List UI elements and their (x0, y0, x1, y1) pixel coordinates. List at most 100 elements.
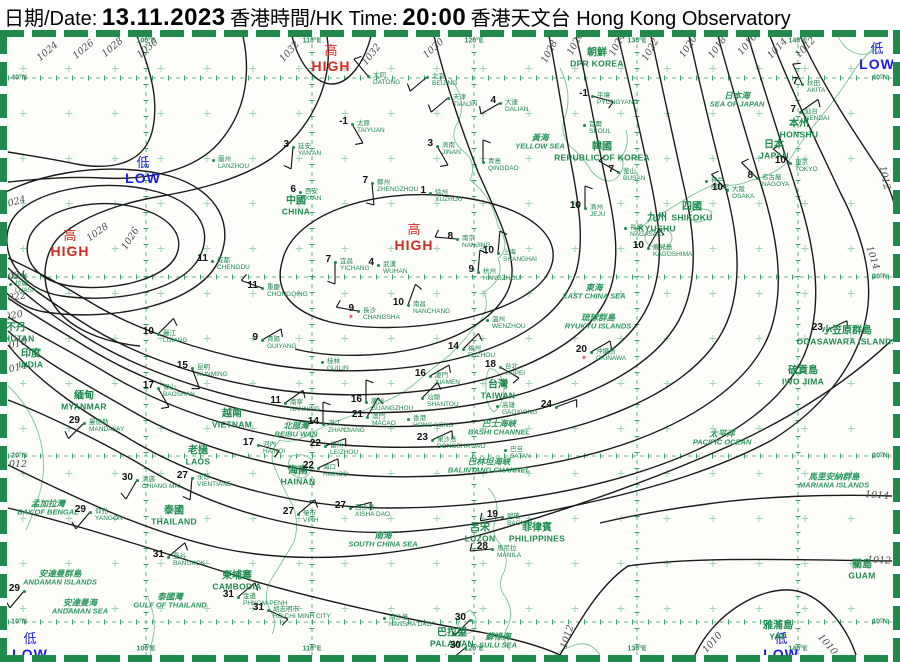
station-temp: 9 (252, 332, 258, 343)
region-label: 韓國 REPUBLIC OF KOREA (554, 142, 650, 161)
label-text: 韓國 (592, 141, 612, 153)
station-name: 碧瑤 BAGUIO (507, 513, 533, 528)
station-temp: 29 (74, 504, 86, 515)
sea-label: 黃海 YELLOW SEA (515, 133, 565, 151)
station-dot-icon (616, 170, 620, 174)
label-text: 低 (136, 155, 150, 171)
station-temp: 14 (307, 416, 319, 427)
station-dot-icon (496, 251, 500, 255)
station-name: 溫州 WENZHOU (492, 316, 526, 331)
station-temp: 10 (569, 200, 581, 211)
sea-label: 東海 EAST CHINA SEA (562, 283, 625, 301)
station-dot-icon (135, 478, 139, 482)
label-text: 安達曼海 (62, 597, 97, 608)
station-name: 雷州 LEIZHOU (330, 442, 359, 457)
label-text: 緬甸 (74, 390, 94, 402)
label-text: 雅浦島 (763, 620, 793, 632)
label-text: 南海 (374, 530, 392, 541)
region-label: 日本 JAPAN (759, 140, 789, 159)
label-text: LAOS (185, 455, 211, 466)
station-dot-icon (156, 332, 160, 336)
station-dot-icon (725, 188, 729, 192)
station-temp: 10 (392, 297, 404, 308)
weather-map: 100°E 100°E 110°E 110°E 120°E 120°E 130°E 130°E… (0, 30, 900, 662)
parallel-label: 30°N (872, 273, 888, 281)
chart-header: 日期/Date: 13.11.2023 香港時間/HK Time: 20:00 … (0, 0, 900, 32)
station-temp: 20 (575, 344, 587, 355)
label-text: PALAWAN (430, 637, 474, 648)
label-text: REPUBLIC OF KOREA (554, 151, 650, 162)
station-dot-icon (590, 94, 594, 98)
station-name: 海口 HAIKOU (323, 464, 348, 479)
station-temp: 7 (608, 164, 614, 175)
station-temp: 3 (427, 138, 433, 149)
station-dot-icon (333, 260, 337, 264)
label-text: 呂宋 (470, 522, 490, 534)
parallel-label: 30°N (11, 273, 27, 281)
station-temp: 27 (334, 500, 346, 511)
label-text: SULU SEA (479, 640, 517, 650)
station-dot-icon (365, 415, 369, 419)
station-dot-icon (323, 444, 327, 448)
label-text: 越南 (221, 408, 242, 420)
station-dot-icon (348, 506, 352, 510)
station-dot-icon (376, 263, 380, 267)
region-label: 老撾 LAOS (186, 446, 211, 465)
label-text: BALINTANG CHANNEL (447, 465, 531, 475)
station-dot-icon (364, 400, 368, 404)
station-dot-icon (430, 438, 434, 442)
station-name: 榮市 VINH (303, 510, 319, 525)
isobar-label: 1012 (2, 459, 28, 471)
region-label: 越南 VIETNAM (212, 409, 252, 428)
isobar-label: 1014 (864, 489, 890, 502)
sea-label: 北部灣 BEIBU WAN (275, 421, 318, 439)
label-text: SOUTH CHINA SEA (348, 539, 418, 549)
station-name: 香港 HONG KONG (413, 415, 454, 430)
label-text: 巴拉望 (436, 627, 467, 639)
observatory-title: 香港天文台 Hong Kong Observatory (470, 8, 791, 30)
parallel-label: 10°N (11, 618, 27, 626)
station-temp: 11 (247, 280, 258, 291)
station-name: 天津 TIANJIN (453, 94, 478, 109)
high-pressure-label: 高 HIGH (312, 45, 351, 73)
station-temp: 18 (484, 359, 496, 370)
label-text: VIETNAM (211, 418, 253, 429)
label-text: 柬埔寨 (222, 570, 252, 582)
label-text: THAILAND (151, 515, 197, 526)
station-temp: 30 (121, 472, 133, 483)
station-name: 保山 BAOSHAN (163, 384, 195, 399)
station-temp: 11 (270, 395, 281, 406)
station-dot-icon (623, 226, 627, 230)
region-label: 不丹 BHUTAN (0, 323, 35, 342)
label-text: 日本 (764, 139, 784, 151)
station-temp: 7 (790, 104, 796, 115)
station-dot-icon (8, 282, 12, 286)
label-text: 不丹 (6, 322, 26, 334)
label-text: PACIFIC OCEAN (692, 437, 752, 447)
label-text: 太平洋 (709, 428, 735, 439)
station-name: 廣州 GUANGZHOU (371, 398, 414, 413)
station-name: 首爾 SEOUL (589, 121, 612, 136)
label-text: YAP (769, 630, 787, 641)
time-label: 香港時間/HK Time: (230, 8, 398, 30)
station-temp: -1 (339, 116, 348, 127)
label-text: OGASAWARA ISLANDS (796, 335, 898, 346)
station-temp: 31 (252, 602, 264, 613)
region-label: 巴拉望 PALAWAN (430, 628, 474, 647)
date-label: 日期/Date: (4, 8, 98, 30)
station-name: 釜山 BUSAN (623, 168, 646, 183)
station-name: 鹿兒島 KAGOSHIMA (653, 244, 693, 259)
station-name: 武漢 WUHAN (383, 261, 408, 276)
label-text: LOW (125, 169, 161, 186)
station-name: 南京 NANJING (462, 235, 491, 250)
weather-symbol-icon: ✶ (348, 314, 354, 321)
label-text: BHUTAN (0, 332, 35, 343)
station-temp: 24 (540, 399, 552, 410)
station-temp: 30 (454, 612, 466, 623)
station-temp: 19 (486, 509, 498, 520)
station-name: 麗江 LIJIANG (163, 330, 188, 345)
station-name: 桂林 GUILIN (327, 358, 349, 373)
station-dot-icon (296, 512, 300, 516)
station-name: 昆明 KUNMING (197, 364, 228, 379)
station-dot-icon (446, 96, 450, 100)
